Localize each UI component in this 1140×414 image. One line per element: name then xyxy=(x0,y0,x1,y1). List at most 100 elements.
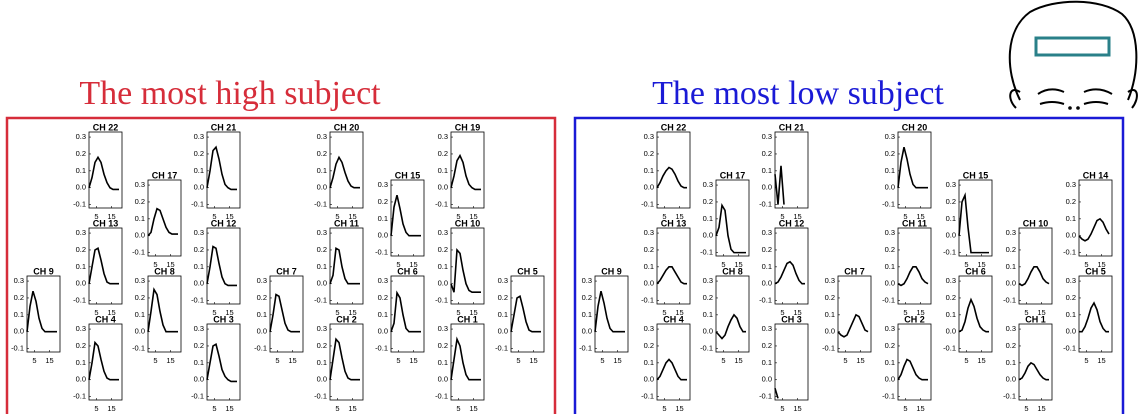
chart-title: CH 8 xyxy=(154,266,175,276)
y-tick-label: 0.2 xyxy=(378,293,388,302)
y-tick-label: 0.0 xyxy=(762,279,772,288)
y-tick-label: 0.0 xyxy=(1006,375,1016,384)
y-tick-label: 0.2 xyxy=(885,149,895,158)
y-tick-label: 0.0 xyxy=(946,231,956,240)
y-tick-label: 0.3 xyxy=(317,228,327,237)
y-tick-label: 0.1 xyxy=(135,310,145,319)
y-tick-label: 0.3 xyxy=(762,228,772,237)
y-tick-label: 0.3 xyxy=(1006,228,1016,237)
x-tick-label: 15 xyxy=(977,356,985,365)
nose xyxy=(1069,107,1071,109)
y-tick-label: 0.1 xyxy=(885,358,895,367)
chart-title: CH 20 xyxy=(902,122,928,132)
y-tick-label: 0.1 xyxy=(438,166,448,175)
y-tick-label: 0.3 xyxy=(703,276,713,285)
y-tick-label: 0.0 xyxy=(644,375,654,384)
page: {"x": [0, 2, 4, 6, 8, 10, 12, 14, 16, 18… xyxy=(0,0,1140,414)
chart-title: CH 21 xyxy=(211,122,237,132)
mini-chart: CH 90.30.20.10.0-0.1515 xyxy=(579,266,628,365)
y-tick-label: 0.2 xyxy=(703,197,713,206)
x-tick-label: 5 xyxy=(1084,356,1088,365)
y-tick-label: 0.1 xyxy=(825,310,835,319)
y-tick-label: 0.2 xyxy=(885,245,895,254)
chart-title: CH 14 xyxy=(1083,170,1109,180)
y-tick-label: -0.1 xyxy=(822,344,835,353)
y-tick-label: -0.1 xyxy=(435,296,448,305)
plot-frame xyxy=(451,324,484,400)
mini-chart: CH 10.30.20.10.0-0.1515 xyxy=(435,314,484,413)
head-outline xyxy=(1010,2,1137,100)
chart-title: CH 8 xyxy=(722,266,743,276)
y-tick-label: 0.2 xyxy=(1006,341,1016,350)
y-tick-label: -0.1 xyxy=(132,344,145,353)
chart-title: CH 6 xyxy=(965,266,986,276)
mini-chart: CH 50.30.20.10.0-0.1515 xyxy=(1063,266,1112,365)
y-tick-label: 0.2 xyxy=(1006,245,1016,254)
y-tick-label: 0.3 xyxy=(194,324,204,333)
plot-frame xyxy=(207,228,240,304)
y-tick-label: 0.2 xyxy=(762,245,772,254)
y-tick-label: 0.1 xyxy=(438,358,448,367)
y-tick-label: -0.1 xyxy=(73,296,86,305)
y-tick-label: 0.1 xyxy=(762,166,772,175)
y-tick-label: 0.2 xyxy=(762,149,772,158)
x-tick-label: 15 xyxy=(734,356,742,365)
plot-frame xyxy=(270,276,303,352)
y-tick-label: 0.1 xyxy=(644,166,654,175)
y-tick-label: 0.0 xyxy=(703,327,713,336)
plot-frame xyxy=(148,276,181,352)
y-tick-label: 0.0 xyxy=(317,183,327,192)
y-tick-label: 0.3 xyxy=(76,324,86,333)
y-tick-label: 0.2 xyxy=(135,293,145,302)
plot-frame xyxy=(391,180,424,256)
y-tick-label: 0.0 xyxy=(14,327,24,336)
y-tick-label: 0.2 xyxy=(703,293,713,302)
y-tick-label: 0.2 xyxy=(14,293,24,302)
plot-frame xyxy=(511,276,544,352)
y-tick-label: 0.3 xyxy=(946,180,956,189)
plot-frame xyxy=(89,228,122,304)
chart-title: CH 7 xyxy=(276,266,297,276)
mini-chart: CH 60.30.20.10.0-0.1515 xyxy=(375,266,424,365)
y-tick-label: 0.1 xyxy=(14,310,24,319)
y-tick-label: 0.0 xyxy=(885,183,895,192)
y-tick-label: 0.1 xyxy=(317,262,327,271)
y-tick-label: 0.3 xyxy=(762,324,772,333)
y-tick-label: 0.2 xyxy=(257,293,267,302)
y-tick-label: 0.3 xyxy=(14,276,24,285)
y-tick-label: 0.0 xyxy=(438,279,448,288)
plot-frame xyxy=(330,324,363,400)
plot-frame xyxy=(657,324,690,400)
y-tick-label: 0.1 xyxy=(257,310,267,319)
y-tick-label: 0.2 xyxy=(885,341,895,350)
plot-frame xyxy=(148,180,181,256)
y-tick-label: 0.0 xyxy=(1006,279,1016,288)
plot-frame xyxy=(898,228,931,304)
y-tick-label: 0.3 xyxy=(438,228,448,237)
y-tick-label: 0.2 xyxy=(1066,197,1076,206)
mini-chart: CH 200.30.20.10.0-0.1515 xyxy=(882,122,931,221)
y-tick-label: 0.3 xyxy=(76,228,86,237)
y-tick-label: -0.1 xyxy=(375,344,388,353)
y-tick-label: 0.0 xyxy=(135,327,145,336)
mini-chart: CH 100.30.20.10.0-0.1515 xyxy=(435,218,484,317)
plot-frame xyxy=(775,228,808,304)
y-tick-label: -0.1 xyxy=(579,344,592,353)
chart-title: CH 6 xyxy=(397,266,418,276)
y-tick-label: 0.0 xyxy=(582,327,592,336)
y-tick-label: -0.1 xyxy=(254,344,267,353)
x-tick-label: 15 xyxy=(916,404,924,413)
y-tick-label: 0.0 xyxy=(644,279,654,288)
x-tick-label: 15 xyxy=(529,356,537,365)
mini-chart: CH 140.30.20.10.0-0.1515 xyxy=(1063,170,1112,269)
y-tick-label: 0.3 xyxy=(885,132,895,141)
chart-title: CH 12 xyxy=(211,218,237,228)
x-tick-label: 5 xyxy=(843,356,847,365)
mini-chart: CH 40.30.20.10.0-0.1515 xyxy=(641,314,690,413)
mini-chart: CH 220.30.20.10.0-0.1515 xyxy=(73,122,122,221)
y-tick-label: 0.0 xyxy=(76,375,86,384)
x-tick-label: 15 xyxy=(45,356,53,365)
y-tick-label: 0.1 xyxy=(76,262,86,271)
x-tick-label: 15 xyxy=(469,404,477,413)
